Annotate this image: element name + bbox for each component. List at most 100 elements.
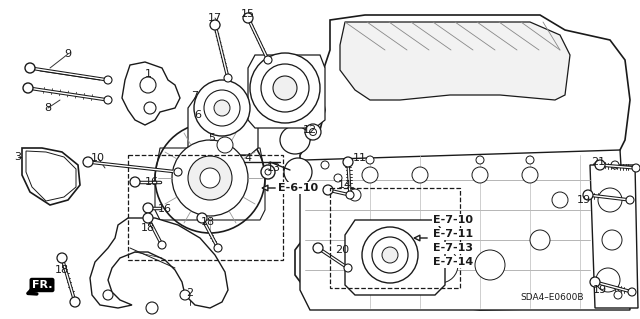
Text: 4: 4 bbox=[244, 153, 252, 163]
Circle shape bbox=[363, 253, 387, 277]
Text: 18: 18 bbox=[55, 265, 69, 275]
Circle shape bbox=[188, 156, 232, 200]
Circle shape bbox=[366, 156, 374, 164]
Circle shape bbox=[144, 102, 156, 114]
Circle shape bbox=[372, 237, 408, 273]
Circle shape bbox=[264, 56, 272, 64]
Circle shape bbox=[626, 196, 634, 204]
Circle shape bbox=[204, 90, 240, 126]
Polygon shape bbox=[590, 165, 638, 308]
Bar bbox=[128, 155, 283, 260]
Circle shape bbox=[210, 20, 220, 30]
Circle shape bbox=[217, 137, 233, 153]
Ellipse shape bbox=[288, 60, 318, 88]
Circle shape bbox=[611, 161, 619, 169]
Circle shape bbox=[349, 189, 361, 201]
Circle shape bbox=[103, 290, 113, 300]
Circle shape bbox=[200, 168, 220, 188]
Circle shape bbox=[273, 76, 297, 100]
Circle shape bbox=[174, 168, 182, 176]
Circle shape bbox=[346, 191, 354, 199]
Circle shape bbox=[146, 302, 158, 314]
Circle shape bbox=[243, 13, 253, 23]
Circle shape bbox=[595, 160, 605, 170]
Text: 12: 12 bbox=[303, 125, 317, 135]
Text: FR.: FR. bbox=[32, 280, 52, 290]
Text: 11: 11 bbox=[353, 153, 367, 163]
Text: 10: 10 bbox=[91, 153, 105, 163]
Text: 19: 19 bbox=[577, 195, 591, 205]
Circle shape bbox=[172, 140, 248, 216]
Circle shape bbox=[265, 169, 271, 175]
Circle shape bbox=[130, 177, 140, 187]
Circle shape bbox=[104, 76, 112, 84]
Text: 13: 13 bbox=[267, 163, 281, 173]
Circle shape bbox=[522, 167, 538, 183]
Ellipse shape bbox=[280, 126, 310, 154]
Circle shape bbox=[382, 247, 398, 263]
Circle shape bbox=[70, 297, 80, 307]
Circle shape bbox=[305, 124, 321, 140]
Circle shape bbox=[583, 190, 593, 200]
Circle shape bbox=[180, 290, 190, 300]
Circle shape bbox=[143, 203, 153, 213]
Text: 1: 1 bbox=[145, 69, 152, 79]
Text: E-7-11: E-7-11 bbox=[433, 229, 473, 239]
Circle shape bbox=[362, 227, 418, 283]
Text: 2: 2 bbox=[186, 288, 193, 298]
Text: 3: 3 bbox=[15, 152, 22, 162]
Circle shape bbox=[250, 53, 320, 123]
Circle shape bbox=[596, 268, 620, 292]
Circle shape bbox=[412, 167, 428, 183]
Text: 18: 18 bbox=[201, 217, 215, 227]
Circle shape bbox=[552, 192, 568, 208]
Ellipse shape bbox=[284, 158, 312, 186]
Text: E-7-14: E-7-14 bbox=[433, 257, 473, 267]
Text: 7: 7 bbox=[191, 91, 198, 101]
Circle shape bbox=[140, 77, 156, 93]
Polygon shape bbox=[122, 62, 180, 125]
Circle shape bbox=[25, 63, 35, 73]
Circle shape bbox=[214, 100, 230, 116]
Ellipse shape bbox=[282, 93, 312, 121]
Circle shape bbox=[334, 174, 342, 182]
Circle shape bbox=[23, 83, 33, 93]
Text: E-7-10: E-7-10 bbox=[433, 215, 473, 225]
Circle shape bbox=[321, 161, 329, 169]
Circle shape bbox=[598, 188, 622, 212]
Polygon shape bbox=[248, 55, 325, 128]
Circle shape bbox=[214, 244, 222, 252]
Circle shape bbox=[261, 165, 275, 179]
Polygon shape bbox=[340, 22, 570, 100]
Text: SDA4–E0600B: SDA4–E0600B bbox=[520, 293, 584, 302]
Circle shape bbox=[261, 64, 309, 112]
Text: 5: 5 bbox=[209, 133, 216, 143]
Circle shape bbox=[475, 250, 505, 280]
Circle shape bbox=[57, 253, 67, 263]
Text: E-7-13: E-7-13 bbox=[433, 243, 473, 253]
Circle shape bbox=[628, 288, 636, 296]
Circle shape bbox=[530, 230, 550, 250]
Circle shape bbox=[472, 167, 488, 183]
Text: 16: 16 bbox=[158, 204, 172, 214]
Circle shape bbox=[158, 241, 166, 249]
Circle shape bbox=[194, 80, 250, 136]
Circle shape bbox=[476, 156, 484, 164]
Text: 21: 21 bbox=[591, 157, 605, 167]
Text: 8: 8 bbox=[44, 103, 52, 113]
Circle shape bbox=[344, 264, 352, 272]
Circle shape bbox=[313, 243, 323, 253]
Text: 17: 17 bbox=[208, 13, 222, 23]
Circle shape bbox=[632, 164, 640, 172]
Circle shape bbox=[343, 157, 353, 167]
Circle shape bbox=[104, 96, 112, 104]
Text: 19: 19 bbox=[593, 285, 607, 295]
Text: 18: 18 bbox=[141, 223, 155, 233]
Circle shape bbox=[143, 213, 153, 223]
Text: 20: 20 bbox=[335, 245, 349, 255]
Circle shape bbox=[362, 167, 378, 183]
Circle shape bbox=[526, 156, 534, 164]
Text: 15: 15 bbox=[241, 9, 255, 19]
Circle shape bbox=[310, 129, 317, 136]
Circle shape bbox=[83, 157, 93, 167]
